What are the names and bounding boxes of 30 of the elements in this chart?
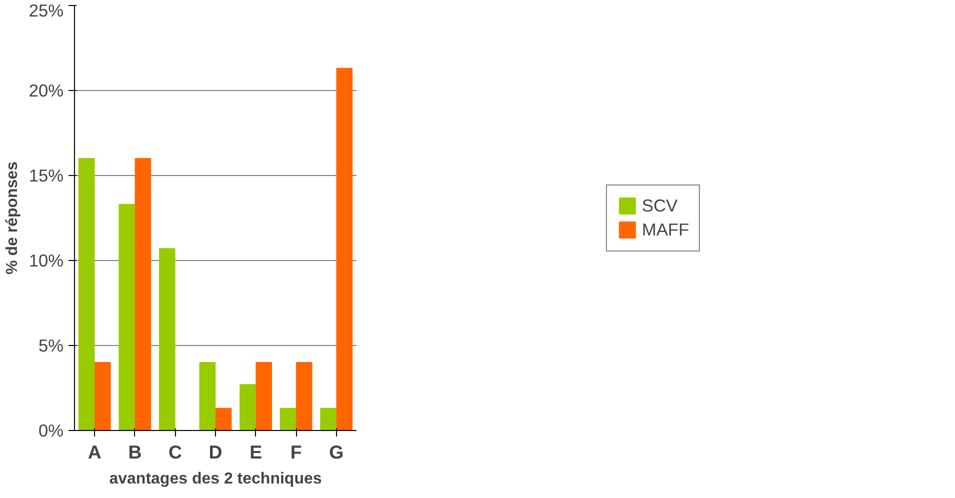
x-tick-label: B [128, 442, 142, 462]
bar [118, 204, 136, 430]
bar [240, 384, 256, 430]
bar [280, 408, 296, 430]
x-tick-label: E [250, 442, 262, 462]
y-tick-label: 20% [28, 80, 64, 100]
x-tick-label: C [168, 442, 182, 462]
bar [320, 408, 336, 430]
y-tick-label: 25% [28, 0, 64, 20]
x-tick-label: A [88, 442, 102, 462]
bar [134, 158, 152, 430]
legend-label: MAFF [642, 219, 690, 240]
y-axis-title: % de réponses [4, 161, 21, 274]
bar [336, 68, 353, 430]
bar [159, 248, 176, 430]
legend-label: SCV [642, 195, 678, 216]
y-tick-label: 0% [38, 420, 64, 440]
bar [199, 362, 216, 430]
x-tick-label: D [208, 442, 222, 462]
x-axis-title: avantages des 2 techniques [109, 470, 322, 488]
bar [215, 408, 232, 430]
y-tick-label: 5% [38, 336, 64, 356]
bar [296, 362, 312, 430]
x-tick-label: G [329, 442, 344, 462]
y-tick-label: 10% [28, 250, 64, 270]
bar [78, 158, 95, 430]
x-tick-label: F [290, 442, 302, 462]
bar [94, 362, 111, 430]
bar [256, 362, 272, 430]
y-tick-label: 15% [28, 166, 64, 186]
